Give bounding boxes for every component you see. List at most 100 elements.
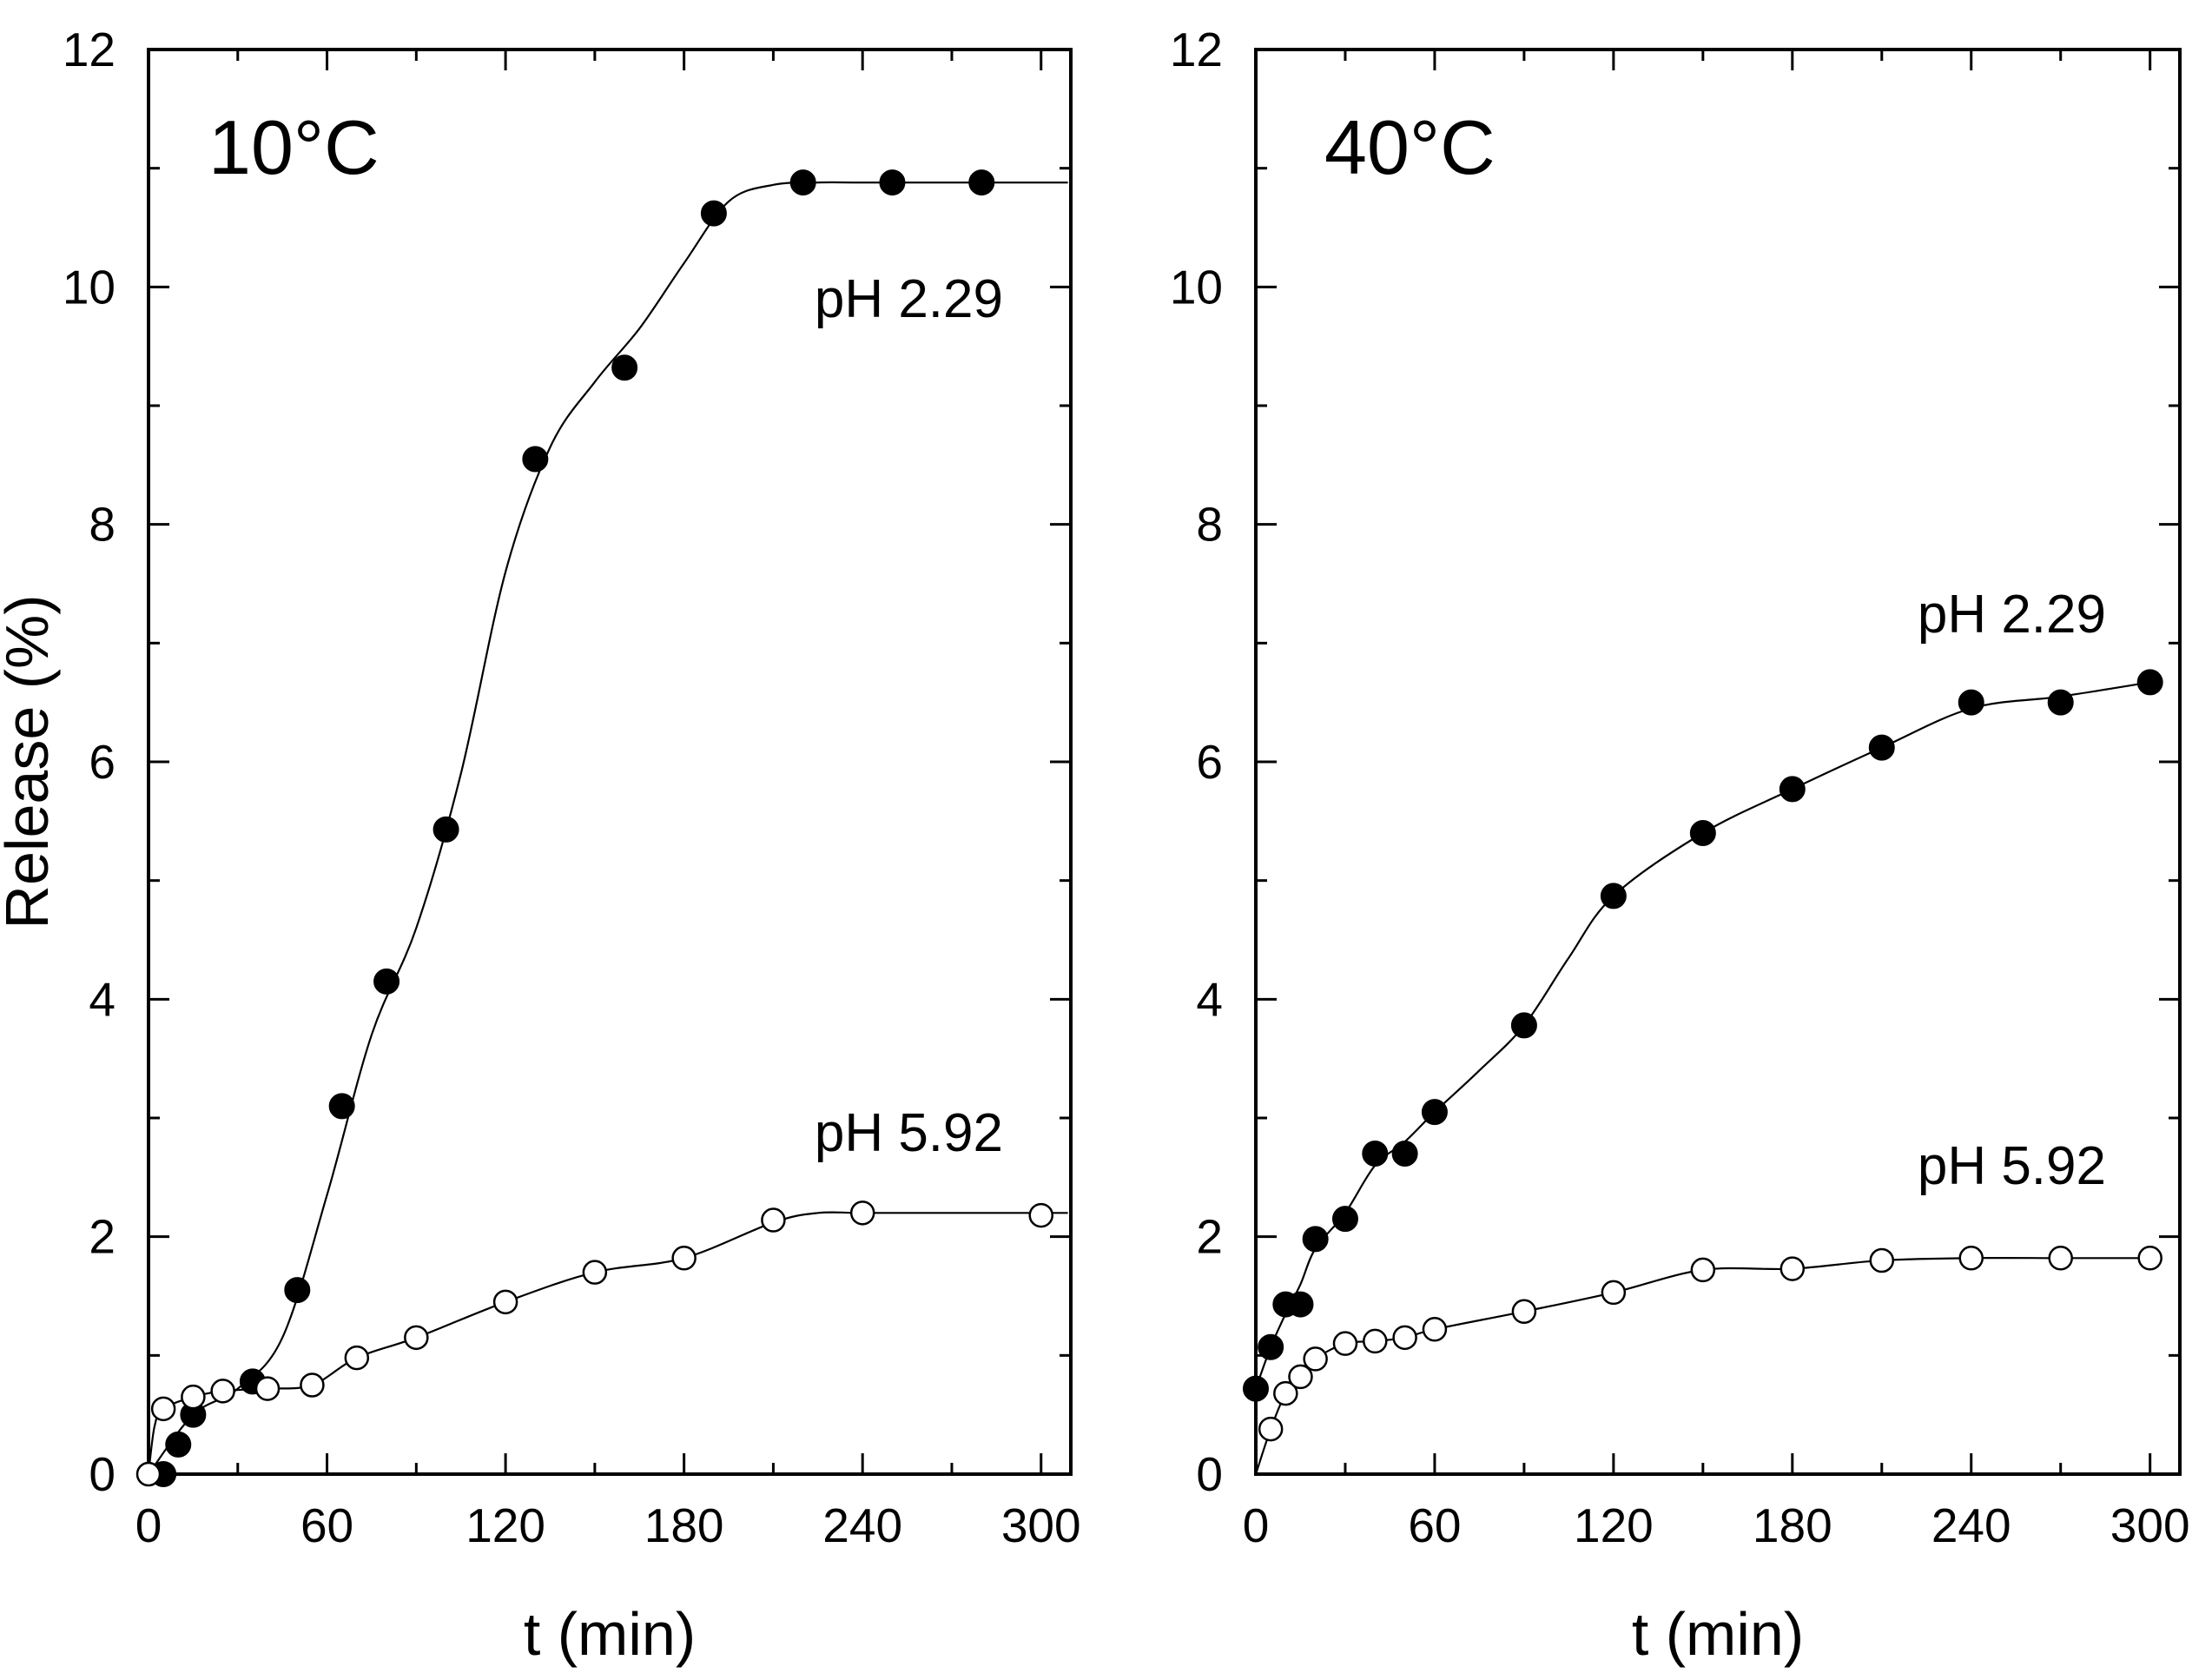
data-point-filled [165, 1431, 192, 1458]
data-point-filled [432, 816, 459, 843]
data-point-filled [522, 446, 549, 473]
data-point-filled [2047, 689, 2074, 716]
data-point-open [1392, 1325, 1417, 1351]
y-axis-label: Release (%) [0, 594, 61, 929]
data-point-filled [879, 169, 906, 196]
panel-title: 10°C [208, 104, 380, 190]
data-point-open [404, 1325, 429, 1351]
data-point-filled [1689, 820, 1716, 846]
data-point-open [1601, 1280, 1627, 1306]
data-point-filled [700, 200, 727, 227]
x-tick-label: 240 [1931, 1498, 2011, 1552]
y-tick-label: 4 [89, 972, 116, 1026]
y-tick-label: 10 [63, 260, 116, 314]
plot-frame [147, 48, 1073, 1476]
data-point-open [1273, 1380, 1298, 1406]
data-point-open [1780, 1256, 1806, 1281]
x-tick-label: 60 [1408, 1498, 1461, 1552]
y-tick-label: 12 [63, 23, 116, 76]
data-point-filled [1287, 1291, 1314, 1318]
x-tick-label: 180 [1753, 1498, 1832, 1552]
x-axis-label: t (min) [524, 1600, 696, 1668]
fit-curve-ph-5-92 [147, 1211, 1068, 1475]
data-point-filled [1258, 1333, 1284, 1360]
data-point-filled [328, 1093, 355, 1120]
data-point-open [150, 1396, 176, 1422]
data-point-open [1422, 1317, 1448, 1342]
data-point-open [492, 1289, 518, 1315]
data-point-filled [373, 968, 400, 995]
y-tick-label: 0 [1196, 1447, 1223, 1501]
x-tick-label: 120 [466, 1498, 545, 1552]
y-tick-label: 12 [1170, 23, 1223, 76]
fit-curve-ph-2-29 [1254, 681, 2150, 1389]
data-point-open [2137, 1246, 2162, 1271]
x-tick-label: 0 [1243, 1498, 1270, 1552]
y-tick-label: 8 [1196, 498, 1223, 552]
y-tick-label: 0 [89, 1447, 116, 1501]
data-point-filled [1362, 1141, 1389, 1167]
x-tick-label: 180 [644, 1498, 724, 1552]
data-point-filled [1510, 1012, 1537, 1039]
data-point-filled [1868, 734, 1895, 761]
data-point-open [2048, 1246, 2073, 1271]
data-point-filled [611, 354, 638, 381]
data-point-open [344, 1345, 370, 1371]
x-tick-label: 120 [1574, 1498, 1654, 1552]
data-point-open [1869, 1247, 1895, 1273]
panel-40c: 0 60 120 180 240 300 0 2 4 6 8 10 12 t (min) 40°C pH 2.… [1170, 23, 2190, 1668]
data-point-open [761, 1207, 786, 1233]
x-tick-label: 0 [135, 1498, 162, 1552]
data-point-open [1511, 1299, 1537, 1325]
data-point-open [582, 1260, 608, 1285]
data-point-filled [1958, 689, 1984, 716]
data-point-filled [1331, 1206, 1358, 1233]
data-point-filled [968, 169, 995, 196]
y-tick-label: 2 [89, 1210, 116, 1264]
series-label: pH 2.29 [1918, 585, 2106, 645]
fit-curve-ph-5-92 [1254, 1256, 2150, 1475]
data-point-filled [2136, 669, 2163, 696]
data-point-filled [1421, 1099, 1448, 1126]
y-tick-label: 8 [89, 498, 116, 552]
data-point-open [135, 1461, 162, 1487]
x-tick-label: 300 [2110, 1498, 2190, 1552]
data-point-filled [789, 169, 816, 196]
data-point-open [671, 1246, 697, 1271]
data-point-open [181, 1384, 206, 1410]
y-tick-label: 4 [1196, 972, 1223, 1026]
plot-frame [1254, 48, 2182, 1476]
fit-curve-ph-2-29 [148, 181, 1068, 1475]
data-point-filled [1302, 1226, 1329, 1253]
panel-title: 40°C [1324, 104, 1496, 190]
data-point-filled [1391, 1141, 1418, 1167]
y-tick-label: 6 [1196, 735, 1223, 789]
data-point-filled [1600, 883, 1627, 909]
x-tick-label: 240 [822, 1498, 902, 1552]
data-point-open [1258, 1416, 1284, 1442]
data-point-open [1363, 1328, 1388, 1354]
data-point-open [1028, 1202, 1053, 1228]
data-point-open [1332, 1331, 1358, 1356]
data-point-open [1690, 1257, 1716, 1283]
data-point-open [1288, 1364, 1313, 1390]
data-point-filled [1243, 1375, 1269, 1402]
data-point-filled [284, 1277, 311, 1304]
x-axis-label: t (min) [1632, 1600, 1804, 1668]
data-point-open [210, 1379, 235, 1404]
panel-10c: 0 60 120 180 240 300 0 2 4 6 8 10 12 t (min) Release (… [0, 23, 1081, 1668]
y-tick-label: 2 [1196, 1210, 1223, 1264]
series-label: pH 5.92 [1918, 1136, 2106, 1196]
y-tick-label: 6 [89, 735, 116, 789]
data-point-open [254, 1376, 281, 1401]
series-label: pH 2.29 [815, 269, 1003, 329]
x-tick-label: 300 [1001, 1498, 1081, 1552]
series-label: pH 5.92 [815, 1103, 1003, 1163]
x-tick-label: 60 [300, 1498, 353, 1552]
data-point-open [1958, 1246, 1984, 1271]
data-point-open [849, 1200, 875, 1226]
data-point-open [300, 1372, 325, 1398]
data-point-filled [1779, 776, 1806, 803]
data-point-open [1303, 1346, 1328, 1372]
